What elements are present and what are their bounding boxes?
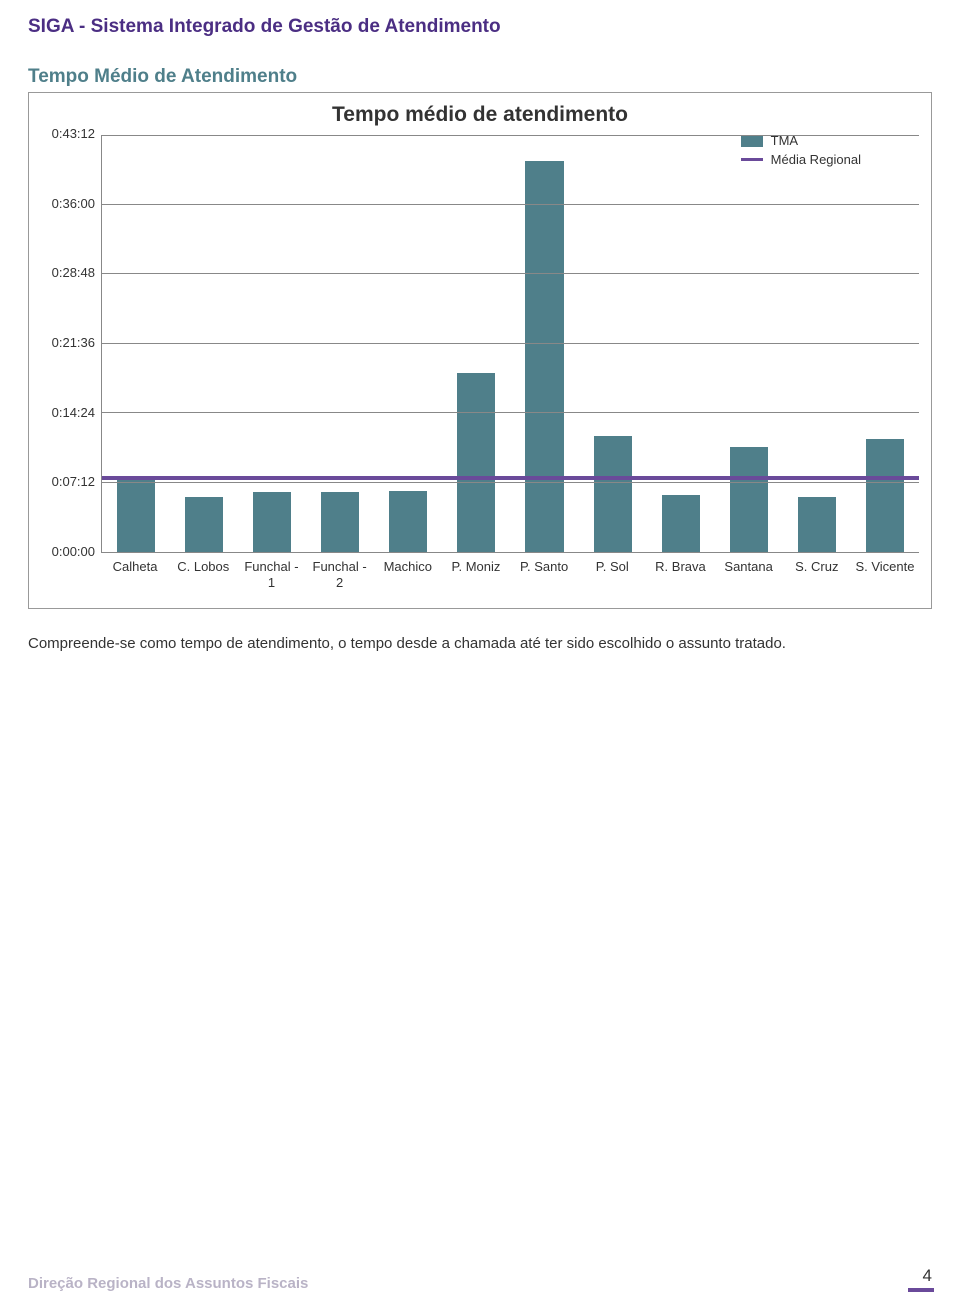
x-tick-label: P. Santo (510, 559, 578, 590)
bar-slot (102, 135, 170, 552)
x-tick-label: Funchal -2 (306, 559, 374, 590)
chart-bar (594, 436, 632, 552)
y-axis: 0:43:120:36:000:28:480:21:360:14:240:07:… (41, 135, 101, 553)
page-footer: Direção Regional dos Assuntos Fiscais 4 (28, 1266, 932, 1292)
bar-slot (510, 135, 578, 552)
chart-bar (185, 497, 223, 552)
gridline (102, 412, 919, 413)
chart-bar (730, 447, 768, 552)
bar-slot (238, 135, 306, 552)
page-header-title: SIGA - Sistema Integrado de Gestão de At… (28, 16, 932, 38)
bar-slot (170, 135, 238, 552)
chart-caption: Compreende-se como tempo de atendimento,… (28, 635, 932, 652)
bar-slot (442, 135, 510, 552)
footer-text: Direção Regional dos Assuntos Fiscais (28, 1275, 308, 1292)
chart-title: Tempo médio de atendimento (41, 103, 919, 127)
chart-bar (389, 491, 427, 552)
plot-wrap: 0:43:120:36:000:28:480:21:360:14:240:07:… (41, 135, 919, 553)
x-tick-label: Calheta (101, 559, 169, 590)
x-tick-label: Funchal -1 (237, 559, 305, 590)
chart-bar (253, 492, 291, 552)
bar-slot (647, 135, 715, 552)
chart-bar (662, 495, 700, 552)
chart-bar (798, 497, 836, 552)
section-title: Tempo Médio de Atendimento (28, 66, 932, 88)
bar-slot (715, 135, 783, 552)
x-tick-label: C. Lobos (169, 559, 237, 590)
chart-bar (866, 439, 904, 552)
bar-slot (306, 135, 374, 552)
chart-bar (321, 492, 359, 552)
bar-slot (579, 135, 647, 552)
bar-slot (851, 135, 919, 552)
gridline (102, 482, 919, 483)
x-tick-label: S. Cruz (783, 559, 851, 590)
bar-slot (374, 135, 442, 552)
x-tick-label: R. Brava (646, 559, 714, 590)
page-number: 4 (923, 1266, 932, 1292)
gridline (102, 343, 919, 344)
chart-bar (457, 373, 495, 552)
x-tick-label: P. Moniz (442, 559, 510, 590)
x-tick-label: P. Sol (578, 559, 646, 590)
chart-bar (525, 161, 563, 552)
x-tick-label: Machico (374, 559, 442, 590)
gridline (102, 204, 919, 205)
x-axis: CalhetaC. LobosFunchal -1Funchal -2Machi… (101, 559, 919, 590)
chart-container: Tempo médio de atendimento TMA Média Reg… (28, 92, 932, 609)
gridline (102, 135, 919, 136)
bar-slot (783, 135, 851, 552)
plot-area (101, 135, 919, 553)
gridline (102, 273, 919, 274)
avg-line (102, 476, 919, 480)
bars-layer (102, 135, 919, 552)
chart-bar (117, 478, 155, 552)
x-tick-label: Santana (715, 559, 783, 590)
x-tick-label: S. Vicente (851, 559, 919, 590)
